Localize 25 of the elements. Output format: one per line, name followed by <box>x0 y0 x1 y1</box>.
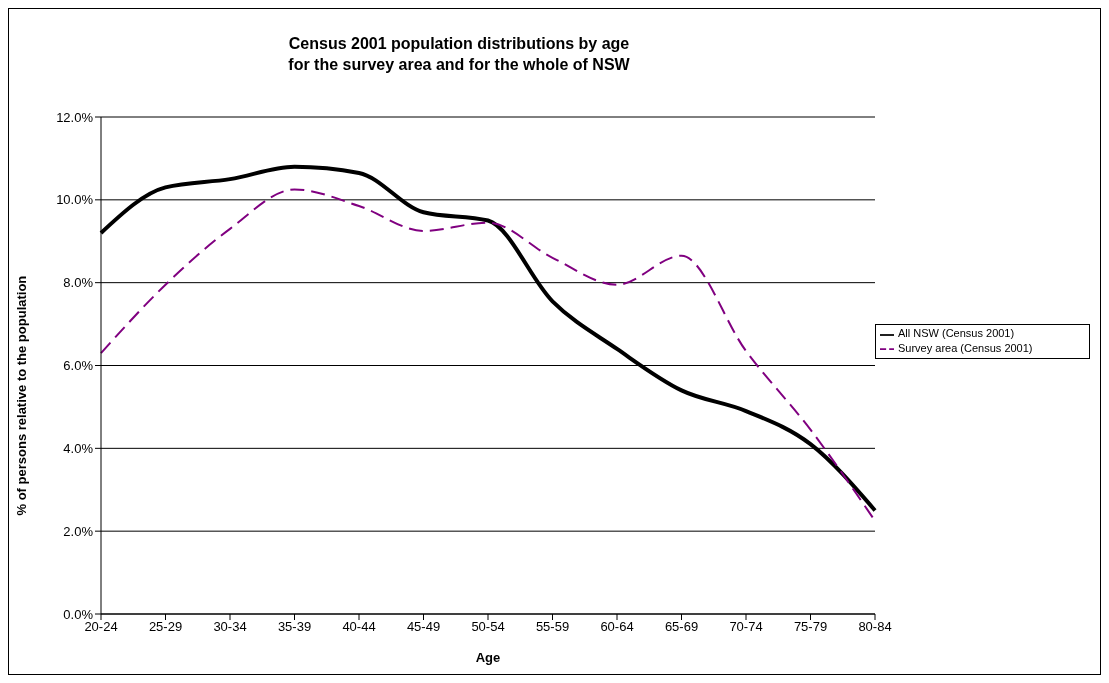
x-tick-label: 80-84 <box>858 619 892 635</box>
x-tick-label: 75-79 <box>793 619 828 635</box>
legend-label: All NSW (Census 2001) <box>898 327 1015 340</box>
y-tick-label: 12.0% <box>56 109 94 125</box>
x-tick-label: 60-64 <box>600 619 634 635</box>
x-tick-label: 55-59 <box>535 619 570 635</box>
y-tick-label: 2.0% <box>63 523 94 539</box>
x-tick-label: 30-34 <box>213 619 247 635</box>
x-tick-label: 45-49 <box>406 619 441 635</box>
chart-title: Census 2001 population distributions by age for the survey area and for the whole of NSW <box>287 34 631 75</box>
x-tick-label: 40-44 <box>342 619 376 635</box>
y-tick-label: 0.0% <box>63 606 94 622</box>
y-tick-label: 6.0% <box>63 358 94 374</box>
x-axis-title: Age <box>475 650 501 665</box>
x-tick-label: 70-74 <box>729 619 763 635</box>
x-tick-label: 25-29 <box>148 619 183 635</box>
x-tick-label: 35-39 <box>277 619 312 635</box>
x-tick-label: 20-24 <box>84 619 118 635</box>
y-tick-label: 4.0% <box>63 440 94 456</box>
x-tick-label: 50-54 <box>471 619 505 635</box>
legend-label: Survey area (Census 2001) <box>898 341 1033 354</box>
y-axis-title: % of persons relative to the population <box>13 275 29 516</box>
y-tick-label: 10.0% <box>56 192 94 208</box>
y-tick-label: 8.0% <box>63 275 94 291</box>
x-tick-label: 65-69 <box>664 619 699 635</box>
